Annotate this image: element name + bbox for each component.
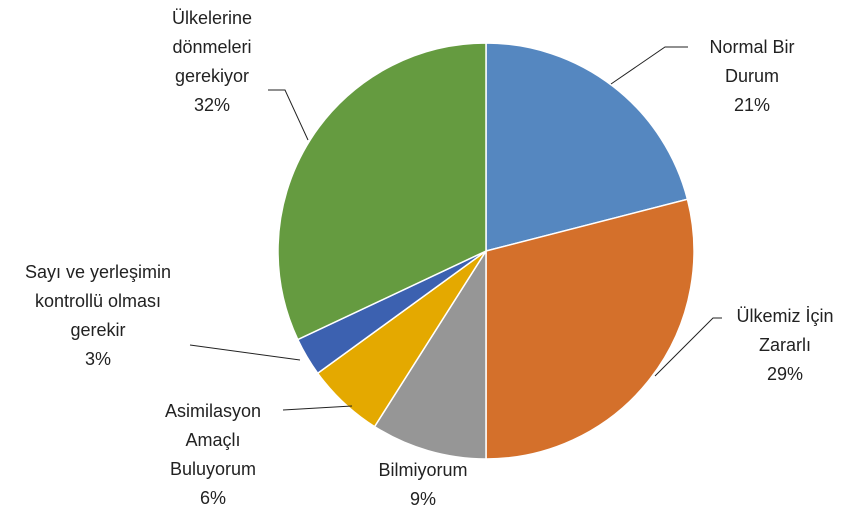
value-label: 6% <box>199 488 226 508</box>
category-label: Ülkemiz İçin Zararlı <box>736 306 834 355</box>
category-label: Asimilasyon Amaçlı Buluyorum <box>164 401 262 479</box>
slice-label: Bilmiyorum 9% <box>353 456 493 514</box>
leader-line <box>268 89 309 141</box>
pie-slice <box>373 248 487 460</box>
value-label: 29% <box>766 364 804 384</box>
leader-line <box>282 405 353 411</box>
category-label: Bilmiyorum <box>378 460 468 480</box>
pie-slice <box>485 42 689 252</box>
leader-line <box>189 344 301 361</box>
category-label: Sayı ve yerleşimin kontrollü olması gere… <box>24 262 172 340</box>
pie-slice <box>277 42 487 341</box>
value-label: 32% <box>193 95 231 115</box>
value-label: 21% <box>733 95 771 115</box>
slice-label: Normal Bir Durum 21% <box>697 33 807 120</box>
value-label: 3% <box>84 349 111 369</box>
leader-line <box>654 317 722 377</box>
category-label: Normal Bir Durum <box>709 37 795 86</box>
slice-label: Sayı ve yerleşimin kontrollü olması gere… <box>8 258 188 374</box>
slice-label: Ülkelerine dönmeleri gerekiyor 32% <box>155 4 270 120</box>
category-label: Ülkelerine dönmeleri gerekiyor <box>171 8 253 86</box>
slice-label: Asimilasyon Amaçlı Buluyorum 6% <box>151 397 276 513</box>
leader-line <box>610 46 688 85</box>
value-label: 9% <box>409 489 436 509</box>
slice-label: Ülkemiz İçin Zararlı 29% <box>720 302 850 389</box>
pie-slice <box>485 198 695 460</box>
